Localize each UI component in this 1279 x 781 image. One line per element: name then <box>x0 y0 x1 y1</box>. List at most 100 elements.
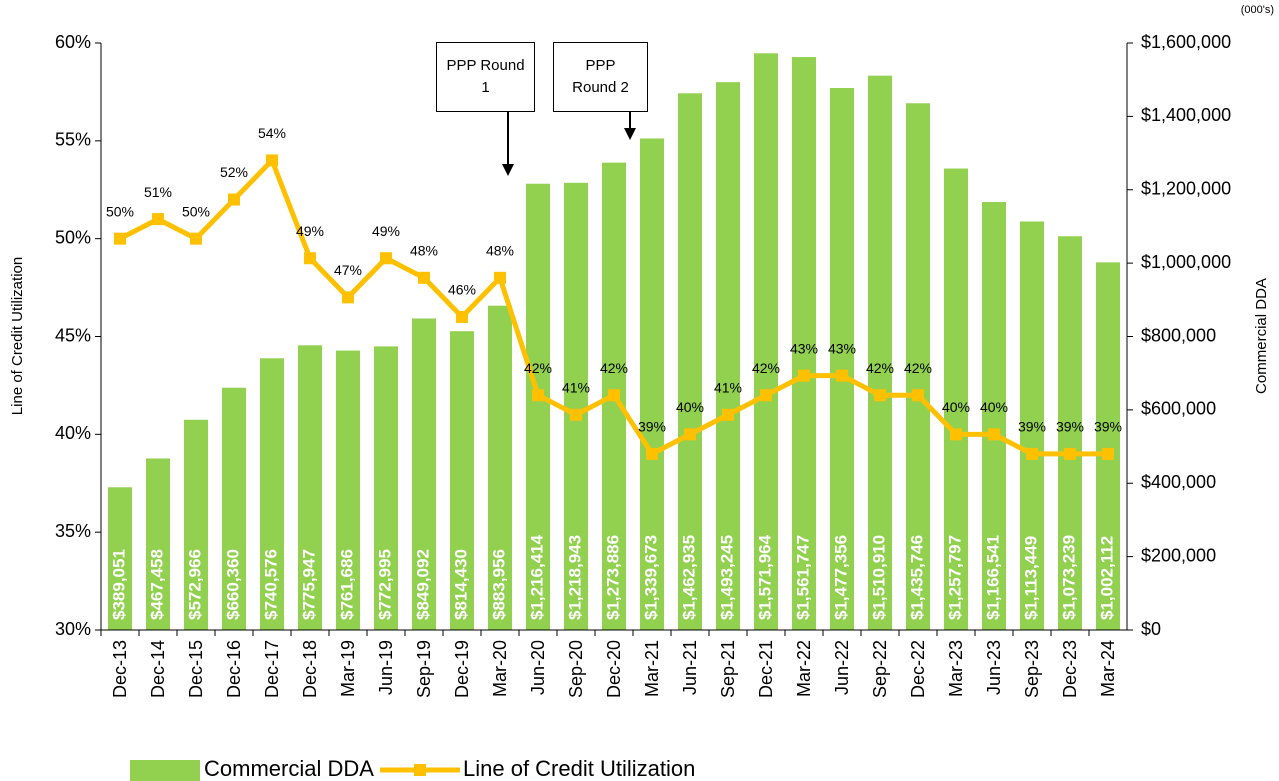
x-tick-label: Dec-20 <box>604 640 624 698</box>
bar <box>754 53 778 630</box>
bar <box>906 103 930 631</box>
line-marker <box>228 193 240 206</box>
bar <box>412 318 436 630</box>
bar-value-label: $740,576 <box>261 549 280 620</box>
x-tick-label: Sep-20 <box>566 640 586 698</box>
bar <box>716 82 740 630</box>
bar-value-label: $389,051 <box>109 549 128 620</box>
x-tick-label: Jun-23 <box>984 640 1004 695</box>
bar-value-label: $1,435,746 <box>907 535 926 620</box>
line-marker <box>684 428 696 441</box>
line-value-label: 42% <box>752 360 780 376</box>
line-marker <box>1102 447 1114 460</box>
line-marker <box>950 428 962 441</box>
line-marker <box>342 291 354 304</box>
line-value-label: 49% <box>296 223 324 239</box>
legend-marker <box>414 764 426 776</box>
bar <box>146 458 170 630</box>
x-tick-label: Dec-17 <box>262 640 282 698</box>
bar <box>222 387 246 630</box>
x-tick-label: Dec-21 <box>756 640 776 698</box>
x-tick-label: Mar-24 <box>1098 640 1118 697</box>
y-tick-label: 50% <box>55 227 91 247</box>
line-marker <box>570 408 582 421</box>
y-tick-label: 55% <box>55 130 91 150</box>
line-marker <box>798 369 810 382</box>
y2-tick-label: $600,000 <box>1141 399 1216 419</box>
bar-value-label: $1,166,541 <box>983 535 1002 620</box>
line-marker <box>1064 447 1076 460</box>
line-value-label: 48% <box>410 243 438 259</box>
bar-value-label: $1,339,673 <box>641 535 660 620</box>
unit-note: (000's) <box>1241 4 1274 16</box>
line-value-label: 47% <box>334 262 362 278</box>
y2-axis-label: Commercial DDA <box>1253 278 1270 394</box>
line-marker <box>1026 447 1038 460</box>
bar-value-label: $1,510,910 <box>869 535 888 620</box>
line-marker <box>608 389 620 402</box>
bar <box>1096 262 1120 630</box>
bar <box>830 87 854 631</box>
line-value-label: 41% <box>562 379 590 395</box>
legend-label: Commercial DDA <box>204 756 374 781</box>
line-value-label: 42% <box>904 360 932 376</box>
line-value-label: 49% <box>372 223 400 239</box>
bar-value-label: $1,002,112 <box>1097 536 1116 620</box>
bar-value-label: $467,458 <box>147 549 166 620</box>
bar <box>792 57 816 631</box>
bar <box>868 75 892 631</box>
line-marker <box>418 271 430 284</box>
line-marker <box>304 252 316 265</box>
bar <box>184 419 208 630</box>
bar <box>374 346 398 630</box>
line-marker <box>646 447 658 460</box>
line-marker <box>760 389 772 402</box>
line-value-label: 40% <box>942 399 970 415</box>
x-tick-label: Sep-23 <box>1022 640 1042 698</box>
bar-value-label: $883,956 <box>489 549 508 620</box>
line-marker <box>380 252 392 265</box>
line-value-label: 54% <box>258 125 286 141</box>
bar <box>488 305 512 630</box>
line-value-label: 42% <box>866 360 894 376</box>
line-marker <box>114 232 126 245</box>
bar <box>678 93 702 631</box>
line-value-label: 39% <box>1094 419 1122 435</box>
bar <box>564 182 588 630</box>
bar-value-label: $772,995 <box>375 549 394 620</box>
line-marker <box>874 389 886 402</box>
line-marker <box>722 408 734 421</box>
x-tick-label: Dec-16 <box>224 640 244 698</box>
x-tick-label: Mar-19 <box>338 640 358 697</box>
x-tick-label: Dec-13 <box>110 640 130 698</box>
line-marker <box>836 369 848 382</box>
y-axis-label: Line of Credit Utilization <box>9 257 26 415</box>
bar-value-label: $572,966 <box>185 549 204 620</box>
y2-tick-label: $1,400,000 <box>1141 105 1231 125</box>
line-value-label: 51% <box>144 184 172 200</box>
x-tick-label: Dec-23 <box>1060 640 1080 698</box>
bar-value-label: $660,360 <box>223 549 242 620</box>
x-tick-label: Mar-22 <box>794 640 814 697</box>
line-marker <box>532 389 544 402</box>
y2-tick-label: $400,000 <box>1141 472 1216 492</box>
line-value-label: 52% <box>220 164 248 180</box>
line-value-label: 43% <box>790 340 818 356</box>
line-marker <box>494 271 506 284</box>
y2-tick-label: $1,200,000 <box>1141 179 1231 199</box>
x-tick-label: Sep-19 <box>414 640 434 698</box>
x-tick-label: Jun-20 <box>528 640 548 695</box>
line-value-label: 42% <box>524 360 552 376</box>
x-tick-label: Mar-21 <box>642 640 662 697</box>
bar <box>526 183 550 630</box>
line-marker <box>456 310 468 323</box>
bar-value-label: $1,273,886 <box>603 535 622 620</box>
line-marker <box>190 232 202 245</box>
y-tick-label: 45% <box>55 325 91 345</box>
line-value-label: 39% <box>1018 419 1046 435</box>
bar <box>982 202 1006 630</box>
bar-value-label: $1,493,245 <box>717 535 736 620</box>
x-tick-label: Dec-18 <box>300 640 320 698</box>
x-tick-label: Mar-23 <box>946 640 966 697</box>
